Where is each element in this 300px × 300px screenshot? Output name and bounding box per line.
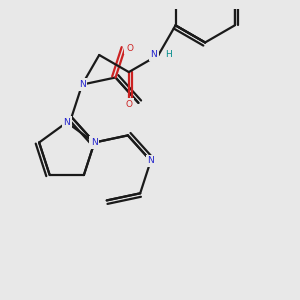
Text: O: O [125,100,132,109]
Text: N: N [151,50,157,59]
Text: N: N [79,80,86,89]
Text: N: N [91,138,98,147]
Text: H: H [165,50,172,59]
Text: N: N [63,118,70,127]
Text: N: N [147,156,154,165]
Text: O: O [126,44,133,53]
